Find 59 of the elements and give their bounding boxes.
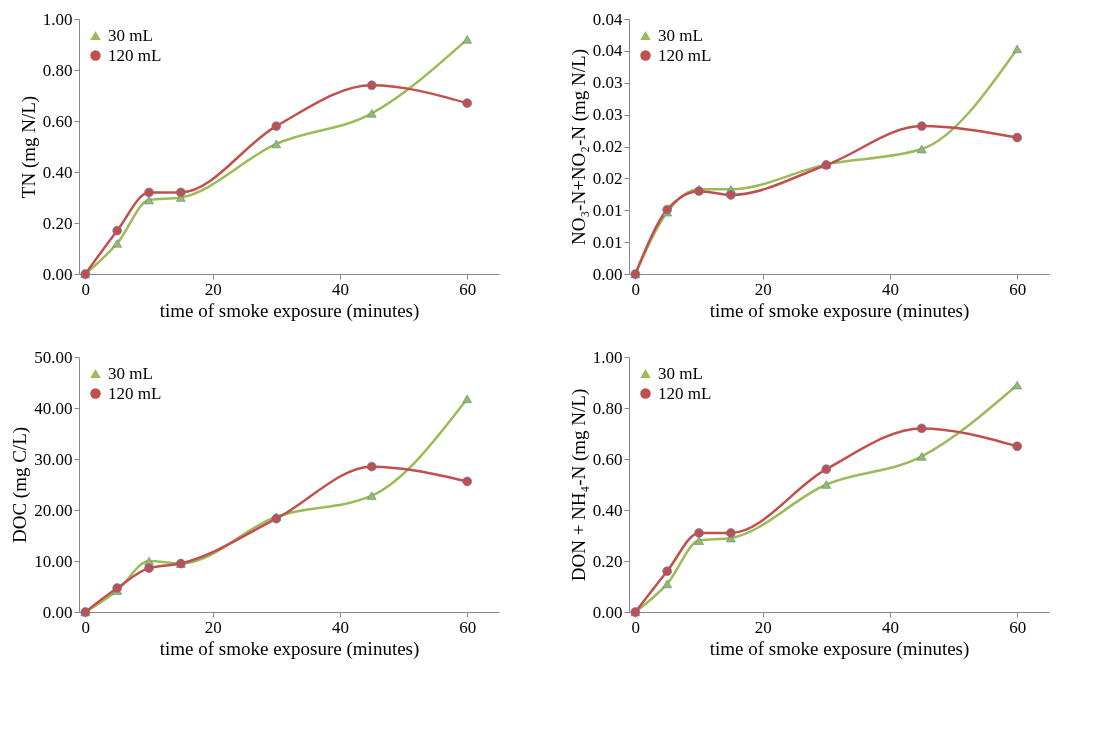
x-axis-title: time of smoke exposure (minutes) [159,299,420,322]
y-axis-title: DON + NH₄-N (mg N/L) [567,388,590,582]
y-tick-label: 10.00 [34,551,73,571]
x-axis-title: time of smoke exposure (minutes) [709,299,970,322]
y-tick-label: 0.40 [592,500,623,520]
y-tick-label: 0.00 [592,264,623,284]
y-tick-label: 40.00 [34,398,73,418]
x-tick-label: 60 [459,617,477,637]
y-tick-label: 0.60 [42,111,73,131]
y-axis-title: NO₃-N+NO₂-N (mg N/L) [567,49,590,245]
x-tick-label: 60 [1009,279,1027,299]
x-tick-label: 40 [881,617,899,637]
y-tick-label: 0.02 [592,168,623,188]
legend-label: 120 mL [658,383,712,403]
y-tick-label: 0.20 [42,213,73,233]
y-tick-label: 0.02 [592,137,623,156]
legend-label: 30 mL [108,363,153,383]
y-tick-label: 0.03 [592,105,623,125]
y-axis-title: DOC (mg C/L) [9,426,32,544]
y-tick-label: 0.04 [592,41,623,61]
x-tick-label: 60 [1009,617,1027,637]
y-tick-label: 0.00 [42,602,73,622]
y-axis-title: TN (mg N/L) [17,95,40,199]
x-tick-label: 60 [459,279,477,299]
y-tick-label: 0.00 [592,602,623,622]
x-tick-label: 0 [81,279,91,299]
x-tick-label: 40 [331,279,349,299]
x-tick-label: 0 [631,617,641,637]
y-tick-label: 30.00 [34,449,73,469]
legend-label: 30 mL [658,363,703,383]
x-tick-label: 20 [204,617,222,637]
x-tick-label: 20 [754,279,772,299]
y-tick-label: 0.04 [592,9,623,29]
x-tick-label: 40 [881,279,899,299]
y-tick-label: 0.40 [42,162,73,182]
x-tick-label: 40 [331,617,349,637]
y-tick-label: 20.00 [34,500,73,520]
y-tick-label: 0.80 [592,398,623,418]
legend-label: 30 mL [658,25,703,45]
y-tick-label: 0.20 [592,551,623,571]
x-tick-label: 20 [754,617,772,637]
y-tick-label: 0.00 [42,264,73,284]
y-tick-label: 0.01 [592,200,623,220]
x-tick-label: 0 [81,617,91,637]
legend-label: 30 mL [108,25,153,45]
y-tick-label: 0.60 [592,449,623,469]
x-tick-label: 0 [631,279,641,299]
y-tick-label: 1.00 [592,347,623,367]
y-tick-label: 50.00 [34,347,73,367]
x-tick-label: 20 [204,279,222,299]
x-axis-title: time of smoke exposure (minutes) [709,637,970,660]
y-tick-label: 0.80 [42,60,73,80]
y-tick-label: 1.00 [42,9,73,29]
legend-label: 120 mL [658,45,712,65]
legend-label: 120 mL [108,383,162,403]
x-axis-title: time of smoke exposure (minutes) [159,637,420,660]
y-tick-label: 0.03 [592,73,623,93]
legend-label: 120 mL [108,45,162,65]
y-tick-label: 0.01 [592,232,623,252]
